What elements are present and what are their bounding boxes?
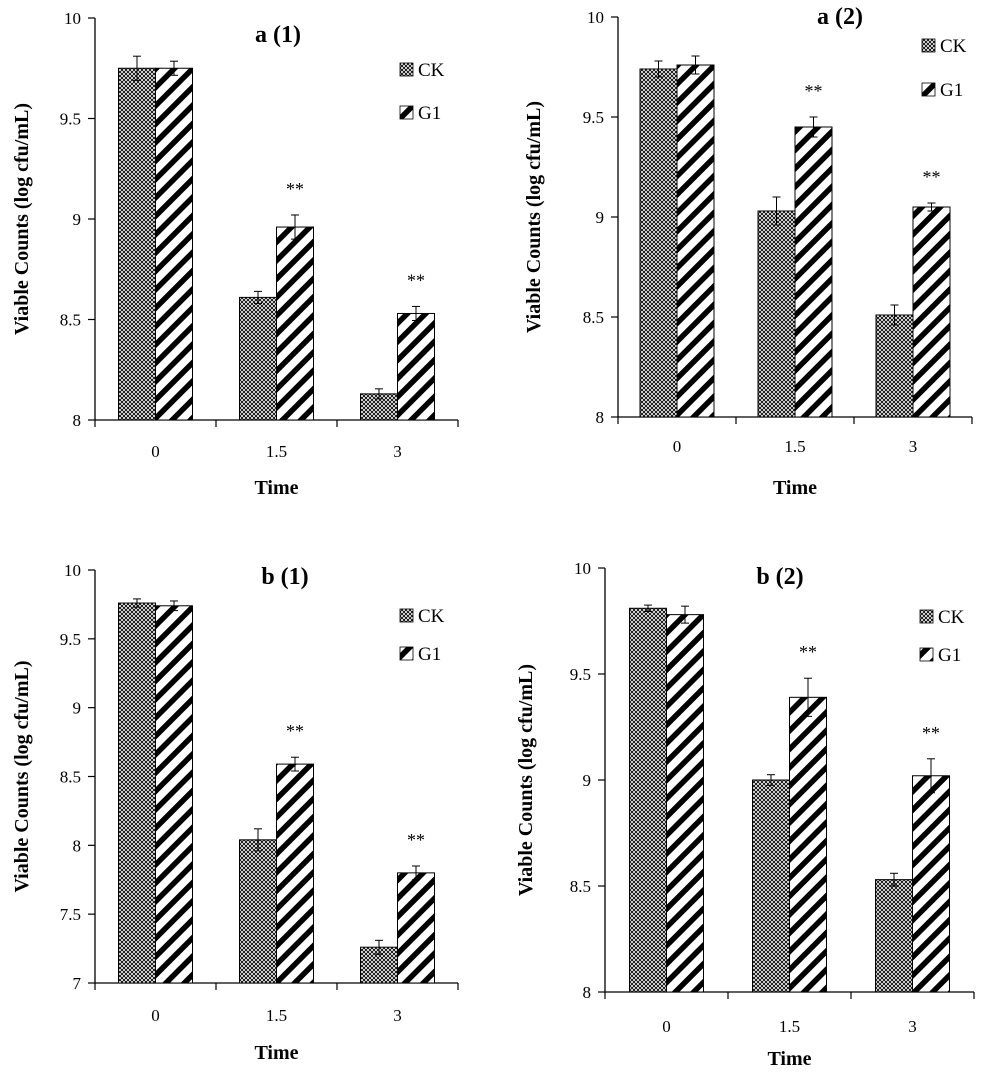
bar-g1 xyxy=(397,312,435,421)
y-tick-label: 8 xyxy=(73,836,82,855)
x-tick-label: 3 xyxy=(909,437,918,456)
x-tick-label: 0 xyxy=(673,437,682,456)
y-axis-title: Viable Counts (log cfu/mL) xyxy=(523,101,545,333)
bar-g1 xyxy=(912,775,950,993)
legend-swatch-ck xyxy=(399,608,414,623)
y-tick-label: 10 xyxy=(64,9,81,28)
bar-g1 xyxy=(155,67,193,421)
y-tick-label: 7.5 xyxy=(60,905,81,924)
bar-g1 xyxy=(794,126,833,418)
y-tick-label: 8 xyxy=(73,411,82,430)
significance-label: ** xyxy=(286,179,304,199)
x-axis-title: Time xyxy=(773,477,817,499)
legend-swatch-g1 xyxy=(399,105,414,120)
x-axis-title: Time xyxy=(254,477,298,499)
x-tick-label: 1.5 xyxy=(784,437,805,456)
bar-g1 xyxy=(912,206,951,418)
y-tick-label: 9.5 xyxy=(583,108,604,127)
bar-g1 xyxy=(276,226,314,421)
legend-label-ck: CK xyxy=(940,36,967,57)
x-tick-label: 1.5 xyxy=(266,442,287,461)
y-tick-label: 10 xyxy=(574,559,591,578)
x-tick-label: 0 xyxy=(662,1017,671,1036)
x-tick-label: 0 xyxy=(151,1006,160,1025)
y-tick-label: 9.5 xyxy=(570,665,591,684)
significance-label: ** xyxy=(407,830,425,850)
x-tick-label: 1.5 xyxy=(779,1017,800,1036)
bar-ck xyxy=(875,879,913,993)
y-axis-title: Viable Counts (log cfu/mL) xyxy=(11,660,33,892)
bar-g1 xyxy=(666,614,704,993)
bar-g1 xyxy=(676,64,715,418)
chart-title: b (2) xyxy=(756,564,803,590)
chart-b1: 7 7.5 8 8.5 9 9.5 10 0 1.5 3 ** ** b (1) Time Viable C… xyxy=(11,561,459,1064)
chart-a2: 8 8.5 9 9.5 10 0 1.5 3 ** ** a (2) Time Viable Count… xyxy=(523,4,973,499)
x-tick-label: 3 xyxy=(908,1017,917,1036)
y-tick-label: 9.5 xyxy=(60,110,81,129)
legend-label-g1: G1 xyxy=(418,644,441,665)
significance-label: ** xyxy=(799,642,817,662)
legend-label-ck: CK xyxy=(418,60,445,81)
x-tick-label: 1.5 xyxy=(266,1006,287,1025)
y-tick-label: 10 xyxy=(64,561,81,580)
chart-a1: 8 8.5 9 9.5 10 0 1.5 3 ** ** a (1) Time Viable Count… xyxy=(11,9,459,499)
bar-ck xyxy=(239,296,277,421)
bar-ck xyxy=(752,779,790,993)
legend-swatch-ck xyxy=(919,609,934,624)
bar-ck xyxy=(629,607,667,993)
legend-swatch-g1 xyxy=(921,82,936,97)
y-axis-title: Viable Counts (log cfu/mL) xyxy=(11,103,33,335)
bar-ck xyxy=(118,67,156,421)
significance-label: ** xyxy=(922,723,940,743)
y-tick-label: 8 xyxy=(583,983,592,1002)
y-tick-label: 8 xyxy=(596,408,605,427)
x-axis-title: Time xyxy=(254,1042,298,1064)
x-tick-label: 3 xyxy=(393,442,402,461)
chart-title: a (2) xyxy=(817,4,863,30)
x-tick-label: 0 xyxy=(151,442,160,461)
y-tick-label: 8.5 xyxy=(570,877,591,896)
chart-title: a (1) xyxy=(255,22,301,48)
legend-swatch-ck xyxy=(921,38,936,53)
legend-label-ck: CK xyxy=(418,606,445,627)
y-tick-label: 9 xyxy=(596,208,605,227)
bar-g1 xyxy=(155,605,193,984)
y-tick-label: 10 xyxy=(587,8,604,27)
y-tick-label: 8.5 xyxy=(60,768,81,787)
chart-b2: 8 8.5 9 9.5 10 0 1.5 3 ** ** b (2) Time Viable Count… xyxy=(515,559,975,1070)
bar-ck xyxy=(757,210,796,418)
bar-g1 xyxy=(276,763,314,984)
bar-ck xyxy=(639,68,678,418)
bar-ck xyxy=(239,839,277,984)
y-tick-label: 8.5 xyxy=(583,308,604,327)
bar-ck xyxy=(875,314,914,418)
y-tick-label: 9 xyxy=(73,699,82,718)
y-tick-label: 9 xyxy=(583,771,592,790)
significance-label: ** xyxy=(407,270,425,290)
y-tick-label: 9.5 xyxy=(60,630,81,649)
legend-swatch-ck xyxy=(399,62,414,77)
y-tick-label: 7 xyxy=(73,974,82,993)
legend-swatch-g1 xyxy=(919,647,934,662)
chart-title: b (1) xyxy=(261,564,308,590)
significance-label: ** xyxy=(286,721,304,741)
bar-ck xyxy=(118,602,156,984)
x-tick-label: 3 xyxy=(393,1006,402,1025)
significance-label: ** xyxy=(805,81,823,101)
legend-label-ck: CK xyxy=(938,607,965,628)
y-axis-title: Viable Counts (log cfu/mL) xyxy=(515,664,537,896)
y-tick-label: 8.5 xyxy=(60,311,81,330)
legend-label-g1: G1 xyxy=(938,645,961,666)
legend-label-g1: G1 xyxy=(940,80,963,101)
y-tick-label: 9 xyxy=(73,210,82,229)
bar-g1 xyxy=(397,872,435,984)
x-axis-title: Time xyxy=(767,1048,811,1070)
bar-g1 xyxy=(789,696,827,993)
legend-label-g1: G1 xyxy=(418,103,441,124)
legend-swatch-g1 xyxy=(399,646,414,661)
significance-label: ** xyxy=(923,167,941,187)
